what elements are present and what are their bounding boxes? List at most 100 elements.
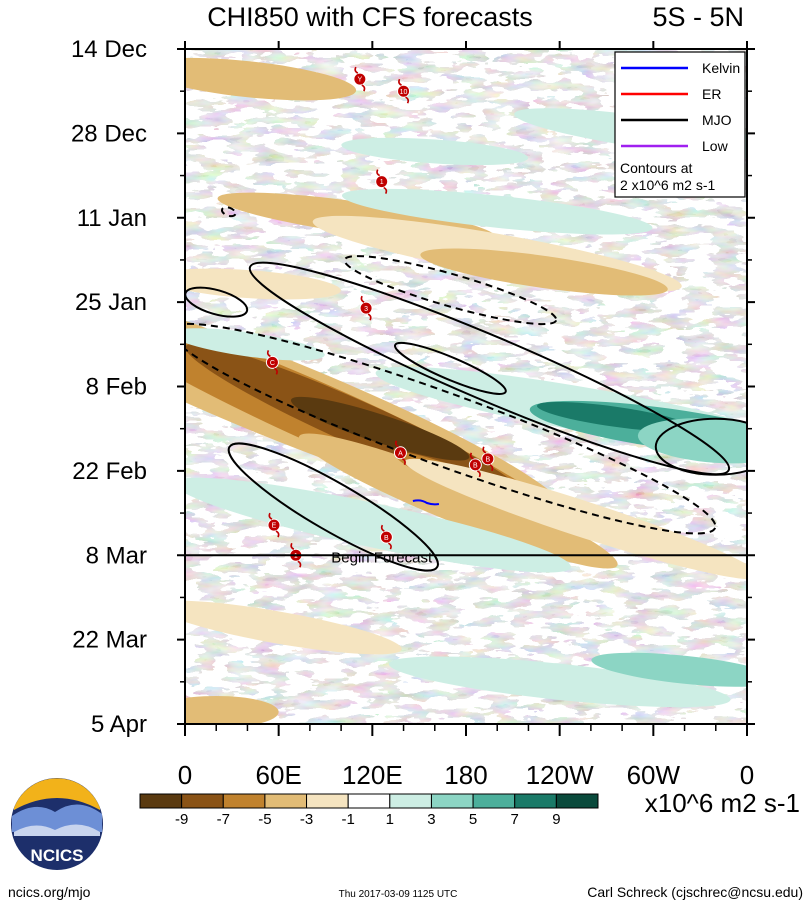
anomaly-patch [185, 57, 357, 101]
colorbar-swatch [472, 793, 516, 809]
colorbar-swatch [181, 793, 224, 809]
colorbar-swatch [222, 793, 266, 809]
x-tick-label: 120E [342, 760, 403, 790]
storm-markers: Y 10 1 3 C A B B E B 1 [265, 66, 495, 568]
anomaly-patch [637, 418, 747, 464]
y-tick-label: 8 Feb [86, 374, 147, 401]
kelvin-contour [412, 499, 440, 506]
x-tick-label: 60E [256, 760, 302, 790]
storm-marker: B [379, 524, 393, 550]
logo-text: NCICS [31, 846, 84, 865]
storm-label: B [473, 462, 478, 469]
colorbar-swatch [264, 793, 308, 809]
storm-label: E [272, 523, 277, 530]
anomaly-patch [185, 600, 402, 655]
storm-label: 1 [294, 553, 298, 560]
colorbar-label: -5 [258, 811, 271, 828]
anomaly-patch [298, 433, 618, 569]
x-tick-label: 60W [627, 760, 681, 790]
colorbar-swatch [139, 793, 183, 809]
anomaly-patch [420, 248, 668, 296]
storm-label: C [270, 360, 275, 367]
colorbar-swatch [306, 793, 349, 809]
legend-label-er: ER [702, 86, 721, 102]
x-axis: 0 60E 120E 180 120W 60W 0 [178, 41, 754, 790]
storm-label: 1 [380, 179, 384, 186]
colorbar-label: 9 [552, 811, 560, 828]
colorbar-label: -1 [342, 811, 355, 828]
anomaly-patch [404, 458, 747, 580]
colorbar-swatch [347, 793, 391, 809]
storm-marker: B [481, 446, 495, 472]
colorbar-swatch [430, 793, 474, 809]
y-tick-label: 14 Dec [71, 36, 147, 63]
anomaly-patch [591, 652, 747, 687]
storm-marker: 1 [375, 169, 389, 194]
anomaly-patch [341, 137, 529, 166]
legend-note-line1: Contours at [620, 160, 692, 176]
mjo-contour-positive [654, 417, 747, 476]
colorbar-label: -9 [175, 811, 188, 828]
anomaly-patch [388, 656, 731, 708]
legend-note-line2: 2 x10^6 m2 s-1 [620, 177, 715, 193]
storm-marker: Y [353, 66, 367, 92]
y-tick-label: 11 Jan [77, 205, 147, 232]
anomaly-patch [341, 188, 653, 235]
storm-label: Y [358, 77, 363, 84]
storm-marker: 10 [397, 78, 411, 104]
y-tick-label: 8 Mar [86, 542, 147, 569]
colorbar-label: -3 [300, 811, 313, 828]
colorbar-label: 5 [469, 811, 477, 828]
legend-label-low: Low [702, 138, 729, 154]
storm-label: 10 [400, 89, 408, 96]
contours [185, 206, 747, 572]
colorbar-label: 7 [511, 811, 519, 828]
colorbar-swatch [389, 793, 432, 809]
storm-marker: C [265, 350, 279, 375]
mjo-contour-positive [227, 442, 439, 572]
storm-label: A [398, 450, 403, 457]
storm-label: B [384, 535, 389, 542]
storm-marker: 3 [359, 295, 373, 321]
x-tick-label: 0 [178, 760, 192, 790]
x-tick-label: 120W [526, 760, 594, 790]
chart-region: 5S - 5N [652, 2, 744, 32]
footer-author: Carl Schreck (cjschrec@ncsu.edu) [587, 884, 803, 900]
colorbar-label: 3 [427, 811, 435, 828]
mjo-contour-negative [220, 206, 237, 218]
ncics-logo: NCICS [11, 778, 103, 870]
anomaly-patch [185, 477, 571, 573]
storm-marker: A [393, 440, 407, 466]
legend: Kelvin ER MJO Low Contours at 2 x10^6 m2 s-… [614, 51, 746, 198]
colorbar-swatch [514, 793, 557, 809]
colorbar: -9 -7 -5 -3 -1 1 3 5 7 9 [139, 793, 599, 828]
anomaly-patch [185, 268, 341, 300]
footer-timestamp: Thu 2017-03-09 1125 UTC [339, 889, 458, 900]
chart-title: CHI850 with CFS forecasts [207, 2, 533, 32]
x-tick-label: 180 [444, 760, 487, 790]
footer-url: ncics.org/mjo [8, 884, 91, 900]
y-tick-label: 22 Mar [72, 627, 147, 654]
mjo-contour-positive [393, 341, 507, 395]
storm-label: B [486, 456, 491, 463]
mjo-contour-negative [343, 255, 558, 326]
x-tick-label: 0 [740, 760, 754, 790]
y-tick-label: 22 Feb [72, 458, 147, 485]
colorbar-label: -7 [217, 811, 230, 828]
storm-marker: E [267, 512, 281, 538]
legend-label-kelvin: Kelvin [702, 60, 740, 76]
mjo-contour-negative [185, 322, 717, 535]
colorbar-label: 1 [386, 811, 394, 828]
y-tick-label: 5 Apr [91, 711, 147, 738]
y-tick-label: 28 Dec [71, 120, 147, 147]
begin-forecast-label: Begin Forecast [331, 549, 433, 566]
y-axis: 14 Dec 28 Dec 11 Jan 25 Jan 8 Feb 22 Feb 8 Mar… [71, 36, 755, 738]
legend-label-mjo: MJO [702, 112, 732, 128]
y-tick-label: 25 Jan [75, 289, 147, 316]
colorbar-units: x10^6 m2 s-1 [645, 788, 800, 818]
storm-label: 3 [364, 306, 368, 313]
mjo-contour-positive [248, 261, 731, 476]
anomaly-patch [185, 695, 279, 724]
anomaly-patch [185, 328, 325, 361]
